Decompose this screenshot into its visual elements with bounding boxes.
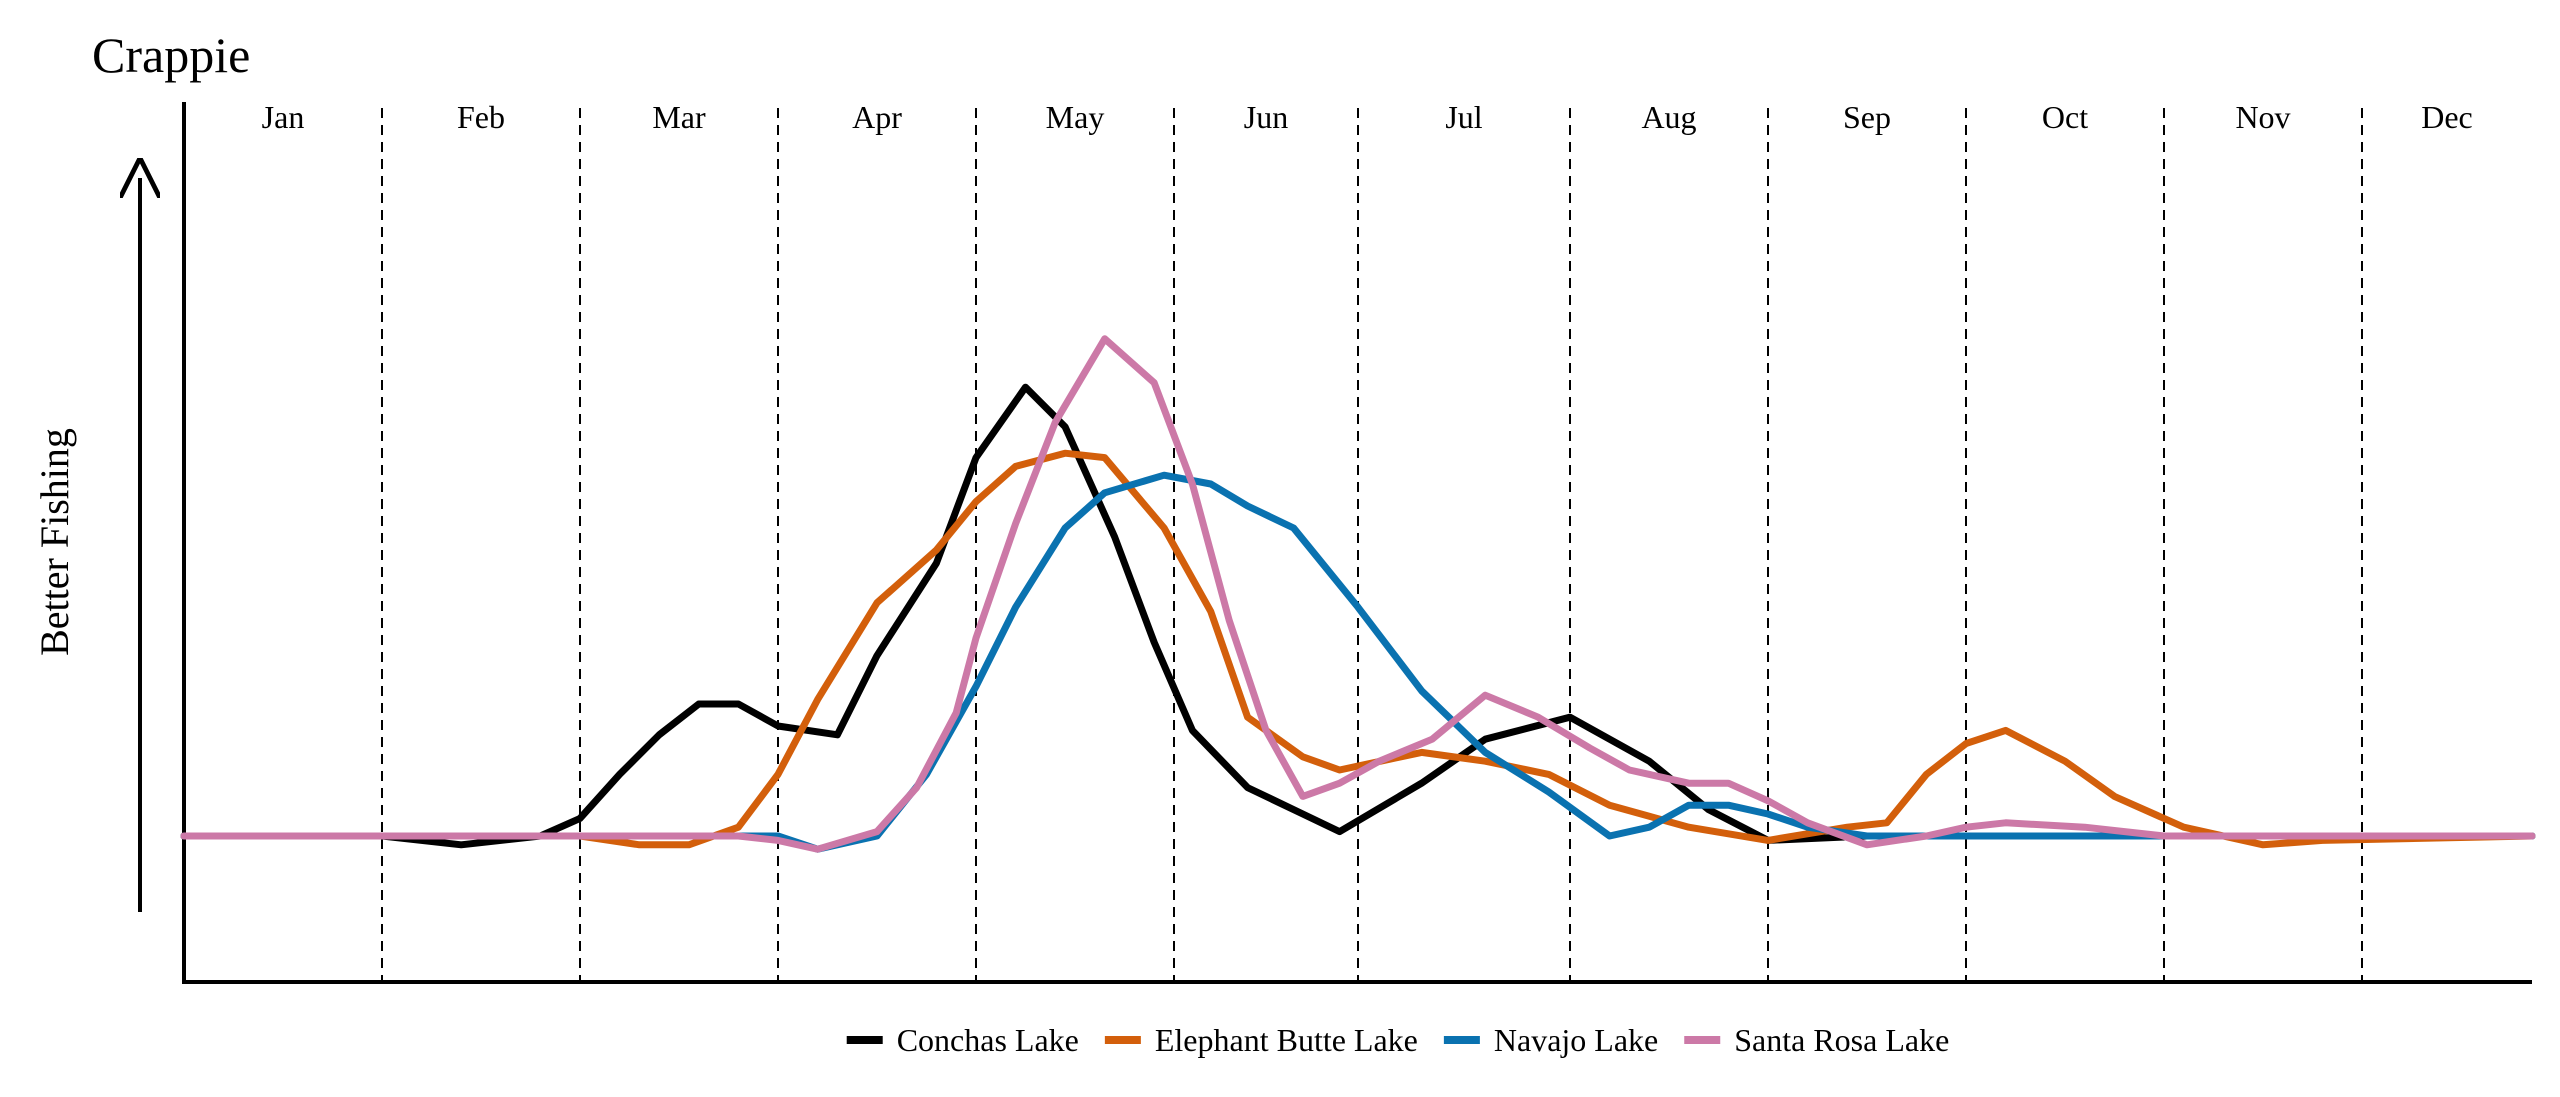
month-dividers [381, 108, 2363, 982]
series-line-elephant-butte-lake [180, 449, 2536, 849]
legend-label-elephant-butte-lake: Elephant Butte Lake [1155, 1022, 1418, 1058]
chart-title: Crappie [92, 27, 250, 83]
series-line-conchas-lake [180, 383, 2536, 849]
legend: Conchas Lake Elephant Butte Lake Navajo La… [846, 1022, 1949, 1058]
month-label-dec: Dec [2421, 99, 2473, 135]
month-label-sep: Sep [1843, 99, 1891, 135]
month-label-mar: Mar [652, 99, 706, 135]
legend-label-conchas-lake: Conchas Lake [897, 1022, 1079, 1058]
month-label-jul: Jul [1445, 99, 1482, 135]
month-label-nov: Nov [2235, 99, 2290, 135]
month-label-oct: Oct [2042, 99, 2088, 135]
month-label-may: May [1046, 99, 1105, 135]
month-label-aug: Aug [1641, 99, 1696, 135]
series-line-santa-rosa-lake [180, 335, 2536, 853]
month-label-jun: Jun [1244, 99, 1288, 135]
y-axis-label: Better Fishing [32, 428, 77, 656]
series-lines [180, 335, 2536, 853]
month-label-apr: Apr [852, 99, 902, 135]
month-labels: Jan Feb Mar Apr May Jun Jul Aug Sep Oct Nov Dec [262, 99, 2473, 135]
month-label-feb: Feb [457, 99, 505, 135]
month-label-jan: Jan [262, 99, 305, 135]
legend-label-navajo-lake: Navajo Lake [1494, 1022, 1658, 1058]
legend-label-santa-rosa-lake: Santa Rosa Lake [1734, 1022, 1949, 1058]
